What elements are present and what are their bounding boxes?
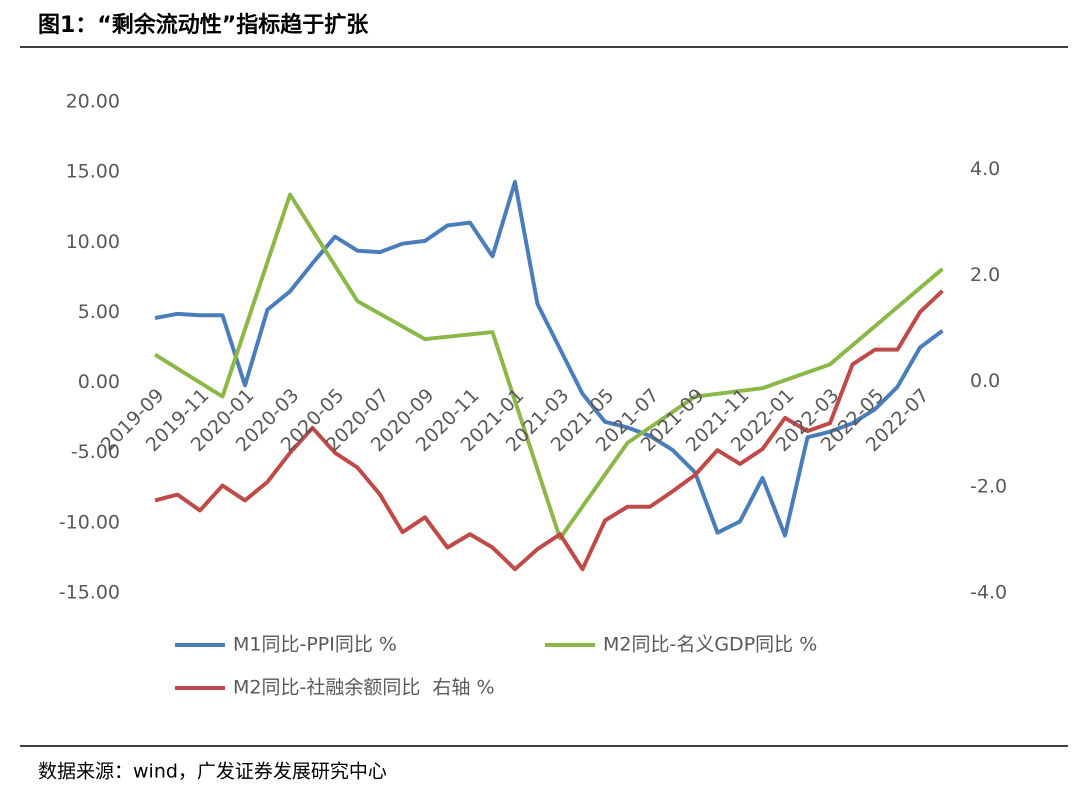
source: 数据来源：wind，广发证券发展研究中心 — [38, 761, 387, 783]
legend-label: M1同比-PPI同比 % — [233, 634, 397, 656]
y-tick-label: -15.00 — [59, 582, 120, 604]
series-line — [154, 289, 944, 572]
y-tick-label: 0.00 — [78, 371, 120, 393]
y2-tick-label: 4.0 — [970, 158, 1000, 180]
legend-label: M2同比-名义GDP同比 % — [603, 634, 817, 656]
y-tick-label: 15.00 — [66, 161, 120, 183]
series-line — [153, 192, 944, 541]
y-tick-label: 5.00 — [78, 301, 120, 323]
y-tick-label: -10.00 — [59, 511, 120, 533]
legend-label: M2同比-社融余额同比 右轴 % — [233, 677, 495, 699]
y2-tick-label: 0.0 — [970, 370, 1000, 392]
y-tick-label: 10.00 — [66, 231, 120, 253]
y-tick-label: -5.00 — [71, 441, 120, 463]
y2-tick-label: -2.0 — [970, 476, 1007, 498]
chart-title: 图1：“剩余流动性”指标趋于扩张 — [38, 12, 369, 38]
series-line — [154, 179, 944, 538]
y2-tick-label: -4.0 — [970, 582, 1007, 604]
y-tick-label: 20.00 — [66, 91, 120, 113]
y2-tick-label: 2.0 — [970, 264, 1000, 286]
